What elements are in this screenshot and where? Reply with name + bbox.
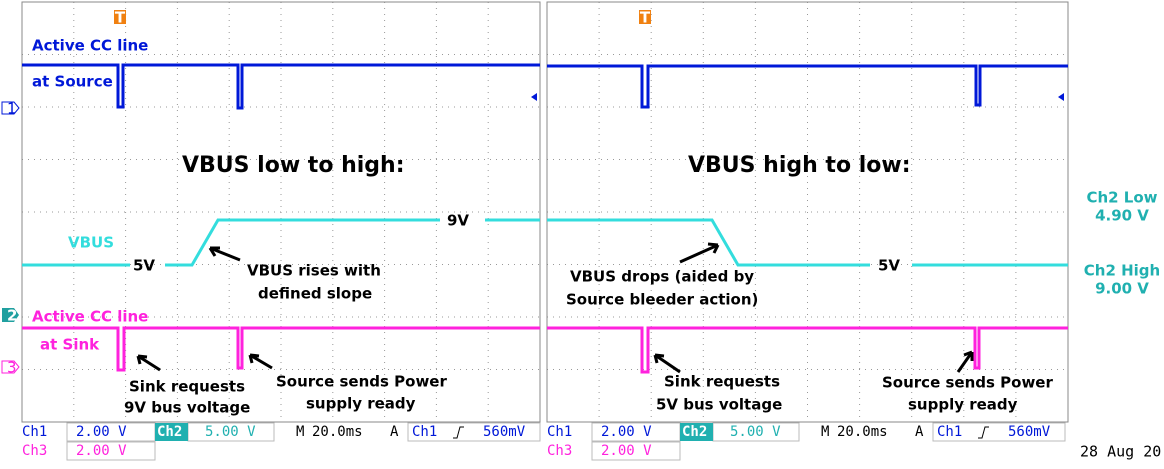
annotation: supply ready xyxy=(908,396,1018,414)
status-text: A xyxy=(390,424,399,440)
annotation: 9V bus voltage xyxy=(124,399,250,417)
status-text: 2.00 V xyxy=(76,443,127,459)
status-text: 5.00 V xyxy=(730,424,781,440)
status-box xyxy=(407,422,541,442)
trigger-label: T xyxy=(640,9,651,27)
right-frame xyxy=(546,1,1069,423)
status-text: M xyxy=(296,424,304,440)
annotation: VBUS drops (aided by xyxy=(570,268,754,286)
cc-sink-trace xyxy=(547,326,1068,374)
annotation: 5V xyxy=(133,257,155,275)
ch3-label: 3 xyxy=(7,359,17,377)
trigger-slope xyxy=(453,426,464,439)
status-text: Ch1 xyxy=(937,424,962,440)
status-text: Ch1 xyxy=(22,424,47,440)
ch3-marker xyxy=(1,360,20,374)
cc-source-trace xyxy=(547,64,1068,109)
status-text: Ch3 xyxy=(22,443,47,459)
arrows xyxy=(136,242,974,374)
meas-value: 4.90 V xyxy=(1095,207,1149,225)
meas-title: Ch2 High xyxy=(1084,262,1160,280)
status-box xyxy=(66,441,156,461)
trigger-label: T xyxy=(115,9,126,27)
annotation: Active CC line xyxy=(32,308,148,326)
status-text: 560mV xyxy=(483,424,526,440)
vbus-trace xyxy=(22,218,540,267)
status-text: 2.00 V xyxy=(601,443,652,459)
annotation: VBUS rises with xyxy=(247,262,381,280)
annotation: 5V xyxy=(878,257,900,275)
annotation: Sink requests xyxy=(129,378,245,396)
ch1-label: 1 xyxy=(7,100,17,118)
annotation: 9V xyxy=(447,212,469,230)
ch1-level xyxy=(531,93,537,101)
status-text: 5.00 V xyxy=(205,424,256,440)
annotation: Source sends Power xyxy=(276,373,447,391)
annotation: at Source xyxy=(32,73,113,91)
cc-source-trace xyxy=(22,63,540,110)
trigger-marker xyxy=(114,10,126,24)
status-text: Ch2 xyxy=(157,424,182,440)
status-text: 560mV xyxy=(1008,424,1051,440)
annotation: supply ready xyxy=(306,395,416,413)
ch1-marker xyxy=(1,101,20,115)
status-box xyxy=(680,423,713,441)
annotation: Source sends Power xyxy=(882,374,1053,392)
trigger-marker xyxy=(639,10,651,24)
status-box xyxy=(155,423,188,441)
status-text: Ch3 xyxy=(547,443,572,459)
status-text: Ch2 xyxy=(682,424,707,440)
status-text: Ch1 xyxy=(547,424,572,440)
ch2-label: 2 xyxy=(7,307,17,325)
status-box xyxy=(591,441,681,461)
status-text: 20.0ms xyxy=(837,424,888,440)
heading: VBUS high to low: xyxy=(688,153,911,178)
status-text: 2.00 V xyxy=(76,424,127,440)
annotation: Sink requests xyxy=(664,373,780,391)
meas-value: 9.00 V xyxy=(1095,280,1149,298)
annotation: 5V bus voltage xyxy=(656,396,782,414)
status-text: Ch1 xyxy=(412,424,437,440)
annotation: defined slope xyxy=(258,285,372,303)
status-text: 2.00 V xyxy=(601,424,652,440)
date: 28 Aug 20 xyxy=(1080,443,1161,461)
cc-sink-trace xyxy=(22,326,540,372)
status-text: M xyxy=(821,424,829,440)
trigger-slope xyxy=(978,426,989,439)
heading: VBUS low to high: xyxy=(182,153,405,178)
annotation: Source bleeder action) xyxy=(566,291,758,309)
status-box xyxy=(932,422,1066,442)
ch1-level xyxy=(1058,93,1064,101)
annotation: Active CC line xyxy=(32,37,148,55)
annotation: at Sink xyxy=(40,336,100,354)
vbus-trace xyxy=(547,218,1068,267)
waveforms xyxy=(22,63,1068,374)
ch2-marker xyxy=(2,308,19,322)
status-text: A xyxy=(915,424,924,440)
meas-title: Ch2 Low xyxy=(1086,189,1157,207)
annotation: VBUS xyxy=(68,234,114,252)
status-text: 20.0ms xyxy=(312,424,363,440)
left-frame xyxy=(21,1,541,423)
